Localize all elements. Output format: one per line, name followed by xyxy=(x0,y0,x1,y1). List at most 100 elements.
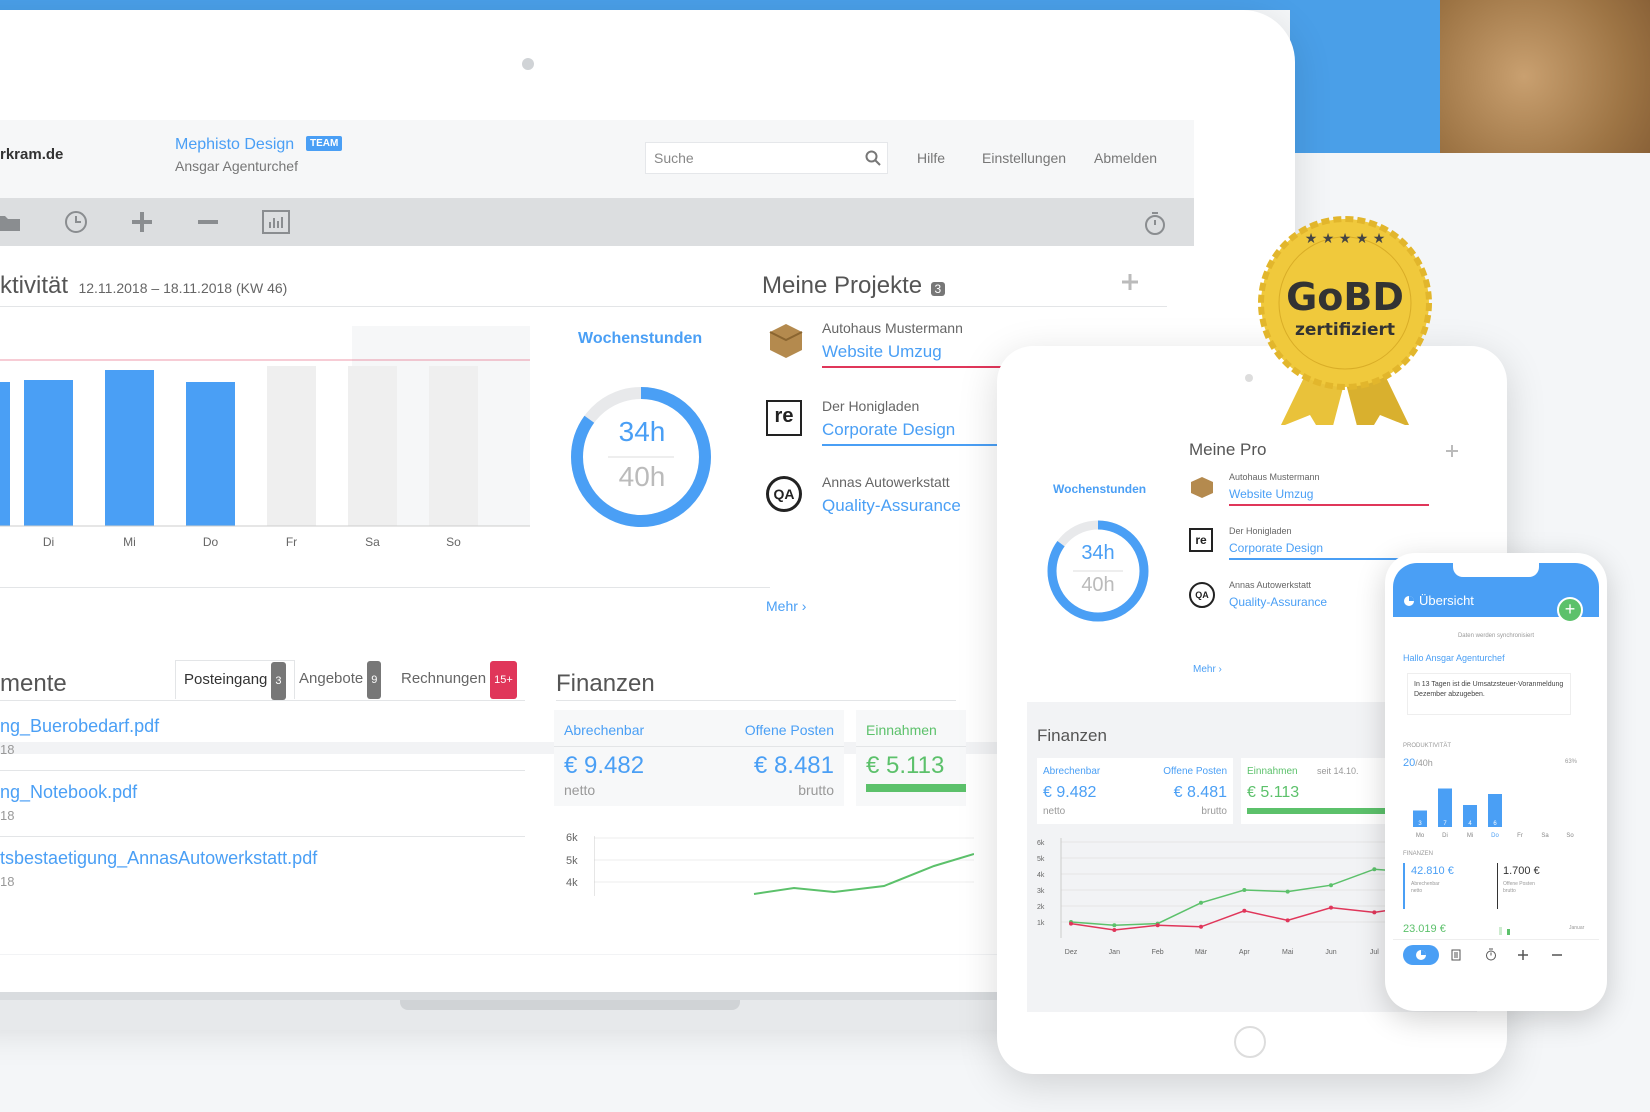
income-progress-bar xyxy=(866,784,966,792)
weekly-hours-title: Wochenstunden xyxy=(578,330,703,347)
projects-more-link[interactable]: Mehr › xyxy=(766,598,807,614)
phone-frame: Übersicht + Daten werden synchronisiert … xyxy=(1385,553,1607,1011)
seal-inner-ring xyxy=(1278,236,1412,370)
document-date: 18 xyxy=(0,808,15,823)
x-tick-label: Do xyxy=(1491,833,1499,839)
clock-icon[interactable] xyxy=(64,210,88,234)
camera-dot xyxy=(1245,374,1253,382)
search-placeholder: Suche xyxy=(654,150,694,166)
y-tick-label: 4k xyxy=(1037,872,1045,879)
minus-icon[interactable] xyxy=(1551,949,1563,961)
x-tick-label: Fr xyxy=(286,535,297,549)
tab-posteingang[interactable]: Posteingang 3 xyxy=(175,660,295,700)
add-project-icon[interactable] xyxy=(1445,444,1459,458)
document-link[interactable]: tsbestaetigung_AnnasAutowerkstatt.pdf xyxy=(0,848,318,868)
company-name[interactable]: Mephisto Design xyxy=(175,136,295,153)
greeting: Hallo Ansgar Agenturchef xyxy=(1403,653,1505,663)
productivity-bar xyxy=(1438,788,1452,827)
finance-title: Finanzen xyxy=(1037,726,1107,745)
plus-icon[interactable] xyxy=(1517,949,1529,961)
project-name[interactable]: Quality-Assurance xyxy=(1229,595,1328,609)
y-tick-label: 2k xyxy=(1037,904,1045,911)
bar-value-label: 4 xyxy=(1468,821,1472,827)
seal-stars: ★ ★ ★ ★ ★ xyxy=(1305,231,1386,247)
phone-tabbar xyxy=(1393,943,1599,973)
project-logo-box-icon xyxy=(1189,476,1215,503)
finance-card-billable: Abrechenbar Offene Posten € 9.482 € 8.48… xyxy=(1037,758,1233,824)
document-date: 18 xyxy=(0,874,15,889)
settings-link[interactable]: Einstellungen xyxy=(982,150,1067,166)
open-items-value: € 8.481 xyxy=(753,752,834,779)
tab-angebote[interactable]: Angebote 9 xyxy=(299,660,382,699)
data-point xyxy=(1112,923,1117,928)
mini-bar xyxy=(1499,927,1502,935)
y-tick-label: 1k xyxy=(1037,920,1045,927)
chart-icon[interactable] xyxy=(262,210,290,234)
x-tick-label: Feb xyxy=(1152,949,1164,956)
open-items-label: Offene Posten xyxy=(744,722,834,738)
activity-bar xyxy=(267,366,316,526)
productivity-bar-chart: 3 Mo 7 Di 4 Mi 6 Do Fr Sa So xyxy=(1413,788,1574,839)
logout-link[interactable]: Abmelden xyxy=(1094,150,1158,166)
project-name[interactable]: Website Umzug xyxy=(1229,487,1314,501)
team-badge: TEAM xyxy=(306,136,343,151)
project-name[interactable]: Corporate Design xyxy=(1229,541,1324,555)
phone-screen: Übersicht + Daten werden synchronisiert … xyxy=(1393,563,1599,1003)
data-point xyxy=(1285,889,1290,894)
income-progress-bar xyxy=(1247,808,1447,814)
document-icon[interactable] xyxy=(1451,949,1461,961)
background-photo xyxy=(1440,0,1650,153)
plus-icon[interactable] xyxy=(130,210,154,234)
vat-notice[interactable]: In 13 Tagen ist die Umsatzsteuer-Voranme… xyxy=(1407,673,1571,715)
app-header: rkram.de Mephisto Design TEAM Ansgar Age… xyxy=(0,120,1194,198)
x-tick-label: Dez xyxy=(1065,949,1078,956)
weekly-target: 40h xyxy=(618,461,666,492)
tab-count-badge: 9 xyxy=(367,661,382,699)
search-input[interactable]: Suche xyxy=(645,142,888,174)
fin-income-value: 23.019 € xyxy=(1403,923,1446,935)
activity-bar xyxy=(348,366,397,526)
project-name[interactable]: Corporate Design xyxy=(822,420,956,439)
divider xyxy=(0,770,525,771)
income-since: seit 14.10. xyxy=(1317,766,1359,776)
add-icon[interactable]: + xyxy=(1557,597,1583,623)
stopwatch-icon[interactable] xyxy=(1143,210,1167,236)
tab-overview[interactable] xyxy=(1403,945,1439,965)
minus-icon[interactable] xyxy=(196,210,220,234)
divider xyxy=(0,836,525,837)
fin-open-sub: brutto xyxy=(1503,888,1516,894)
activity-range: 12.11.2018 – 18.11.2018 (KW 46) xyxy=(78,280,288,296)
app-logo[interactable]: rkram.de xyxy=(0,146,64,163)
user-name: Ansgar Agenturchef xyxy=(175,158,298,174)
data-point xyxy=(1199,924,1203,929)
tab-label: Posteingang xyxy=(184,671,268,688)
income-series-line xyxy=(753,853,974,895)
projects-more-link[interactable]: Mehr › xyxy=(1193,664,1222,675)
search-icon[interactable] xyxy=(865,150,881,166)
data-point xyxy=(1112,928,1117,932)
document-date: 18 xyxy=(0,742,15,757)
project-name[interactable]: Website Umzug xyxy=(822,342,942,361)
data-point xyxy=(1069,921,1073,926)
stopwatch-icon[interactable] xyxy=(1485,948,1497,961)
billable-sub: netto xyxy=(564,782,596,798)
document-link[interactable]: ng_Buerobedarf.pdf xyxy=(0,716,160,736)
project-name[interactable]: Quality-Assurance xyxy=(822,496,961,515)
seal-title: GoBD xyxy=(1286,275,1404,319)
project-client: Autohaus Mustermann xyxy=(1229,472,1320,482)
mini-bar xyxy=(1507,929,1510,935)
add-project-icon[interactable] xyxy=(1120,272,1140,292)
productivity-actual: 20 xyxy=(1403,757,1416,769)
folder-icon[interactable] xyxy=(0,210,20,234)
x-tick-label: Di xyxy=(43,535,54,549)
project-progress-line xyxy=(822,366,1162,368)
tab-rechnungen[interactable]: Rechnungen 15+ xyxy=(401,660,517,699)
x-tick-label: Fr xyxy=(1517,833,1523,839)
finance-card-billable: Abrechenbar Offene Posten € 9.482 € 8.48… xyxy=(554,710,844,806)
x-tick-label: Mo xyxy=(1416,833,1425,839)
x-tick-label: So xyxy=(446,535,461,549)
help-link[interactable]: Hilfe xyxy=(917,150,946,166)
divider xyxy=(556,700,956,701)
document-link[interactable]: ng_Notebook.pdf xyxy=(0,782,138,802)
home-button[interactable] xyxy=(1234,1026,1266,1058)
